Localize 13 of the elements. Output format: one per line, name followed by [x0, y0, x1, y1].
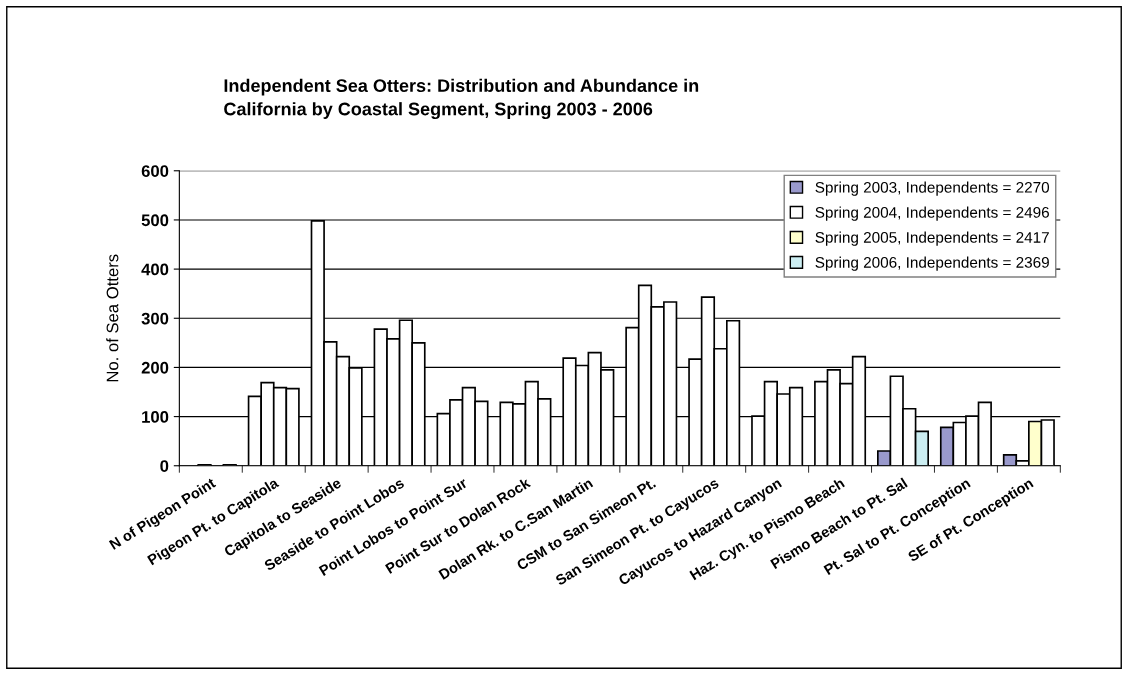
chart-title: Independent Sea Otters: Distribution and Abundance in California by Coastal Segment, Spring 2003 - 2006: [224, 78, 699, 120]
y-tick-label: 200: [141, 361, 169, 374]
legend-label: Spring 2004, Independents = 2496: [815, 206, 1049, 221]
legend-label: Spring 2003, Independents = 2270: [815, 181, 1050, 196]
y-tick-label: 500: [141, 214, 169, 227]
y-tick-label: 600: [141, 165, 169, 177]
legend-label: Spring 2006, Independents = 2369: [815, 256, 1049, 271]
y-axis-title: No. of Sea Otters: [106, 254, 119, 382]
legend-label: Spring 2005, Independents = 2417: [815, 231, 1049, 246]
y-tick-label: 0: [160, 460, 169, 472]
y-tick-label: 300: [141, 312, 169, 325]
y-tick-label: 400: [141, 263, 169, 276]
y-tick-label: 100: [142, 410, 169, 423]
